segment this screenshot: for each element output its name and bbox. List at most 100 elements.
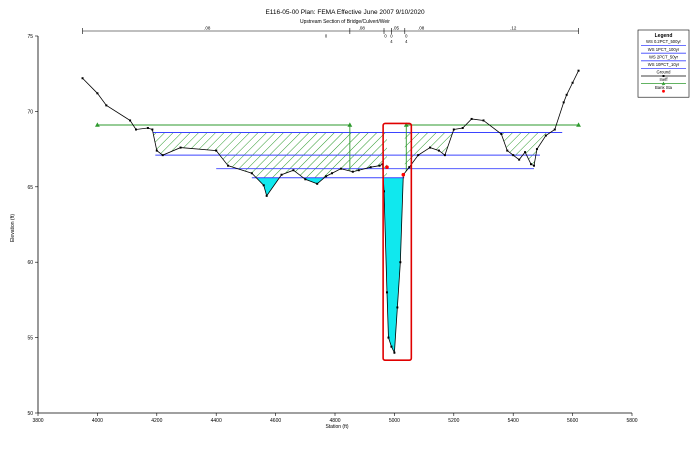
x-tick-label: 4800 <box>329 418 340 424</box>
ground-point <box>518 158 521 161</box>
ground-point <box>325 175 328 178</box>
ground-point <box>369 166 372 169</box>
ground-point <box>339 167 342 170</box>
legend-title: Legend <box>655 33 673 39</box>
ground-point <box>437 149 440 152</box>
n-value-label: .08 <box>418 26 425 31</box>
ground-point <box>378 164 381 167</box>
ground-point <box>532 164 535 167</box>
ground-point <box>535 148 538 151</box>
water-fill-area <box>383 177 404 353</box>
ground-point <box>500 133 503 136</box>
ground-point <box>562 101 565 104</box>
legend-entry: WS 0.2PCT_500yr <box>646 39 682 44</box>
ground-point <box>565 93 568 96</box>
ineff-marker <box>347 122 353 127</box>
x-tick-label: 4200 <box>151 418 162 424</box>
ground-point <box>512 154 515 157</box>
ground-point <box>417 154 420 157</box>
legend-swatch-point <box>662 75 665 77</box>
y-tick-label: 55 <box>27 336 33 342</box>
y-tick-label: 70 <box>27 109 33 115</box>
ground-point <box>383 190 386 193</box>
y-tick-label: 75 <box>27 34 33 40</box>
ground-point <box>331 172 334 175</box>
bank-station-marker <box>385 165 389 169</box>
legend-entry: WS 1PCT_100yr <box>648 47 680 52</box>
bar-tick-label: 0 <box>390 34 393 39</box>
plot-area: 3800 4000 4200 4400 4600 4800 5000 5200 5400 5600… <box>27 26 637 425</box>
ground-point <box>316 182 319 185</box>
legend-box <box>637 29 690 98</box>
ground-point <box>506 149 509 152</box>
ground-point <box>387 336 390 339</box>
ground-point <box>227 164 230 167</box>
x-tick-label: 4000 <box>92 418 103 424</box>
ground-point <box>105 104 108 107</box>
n-value-label: .08 <box>204 26 211 31</box>
ground-profile-line <box>82 70 579 355</box>
y-tick-label: 60 <box>27 260 33 266</box>
legend-entry: Bank Sta <box>655 85 673 90</box>
ground-point <box>571 81 574 84</box>
y-axis-label: Elevation (ft) <box>10 214 16 242</box>
ground-point <box>396 306 399 309</box>
n-value-label: .05 <box>393 26 400 31</box>
ground-point <box>390 345 393 348</box>
bar-tick-label: 0 <box>405 34 408 39</box>
ground-point <box>544 134 547 137</box>
ground-point <box>470 117 473 120</box>
ground-point <box>553 128 556 131</box>
ground-point <box>408 166 411 169</box>
ground-point <box>577 69 580 72</box>
ground-point <box>250 172 253 175</box>
ground-point <box>482 119 485 122</box>
bar-tick-sublabel: 4 <box>390 39 393 44</box>
legend-entry: WS 10PCT_10yr <box>648 62 680 67</box>
x-tick-label: 5400 <box>508 418 519 424</box>
ground-point <box>429 146 432 149</box>
chart-subtitle: Upstream Section of Bridge/Culvert/Weir <box>300 19 390 25</box>
legend-entry: Ineff <box>659 77 668 82</box>
x-tick-label: 5200 <box>448 418 459 424</box>
x-tick-label: 5600 <box>567 418 578 424</box>
ground-point <box>155 149 158 152</box>
ground-point <box>351 170 354 173</box>
ground-point <box>215 149 218 152</box>
ground-point <box>135 128 138 131</box>
ground-point <box>161 154 164 157</box>
ground-point <box>146 126 149 129</box>
bar-tick-label: 0 <box>325 34 328 39</box>
bar-tick-sublabel: 4 <box>405 39 408 44</box>
legend-entry: Ground <box>657 70 672 75</box>
bar-tick-label: 0 <box>384 34 387 39</box>
ineff-marker <box>403 122 409 127</box>
ground-point <box>393 351 396 354</box>
ground-point <box>179 146 182 149</box>
ground-point <box>81 77 84 80</box>
y-tick-label: 50 <box>27 411 33 417</box>
ground-point <box>292 169 295 172</box>
n-value-label: .12 <box>510 26 517 31</box>
ground-point <box>262 184 265 187</box>
ground-point <box>385 291 388 294</box>
ground-point <box>265 194 268 197</box>
x-tick-label: 5800 <box>626 418 637 424</box>
ground-point <box>357 169 360 172</box>
x-axis-label: Station (ft) <box>325 424 348 430</box>
ground-point <box>461 126 464 129</box>
ground-point <box>151 128 154 131</box>
x-tick-label: 4400 <box>211 418 222 424</box>
ground-point <box>280 173 283 176</box>
legend-swatch-point <box>662 89 665 93</box>
ground-point <box>530 163 533 166</box>
water-fill-area <box>256 177 280 196</box>
ground-point <box>443 154 446 157</box>
x-tick-label: 3800 <box>32 418 43 424</box>
ineff-marker <box>95 122 100 127</box>
ineff-marker <box>576 122 581 127</box>
legend-swatch-point <box>661 81 666 85</box>
ineffective-flow-hatch <box>152 132 387 293</box>
